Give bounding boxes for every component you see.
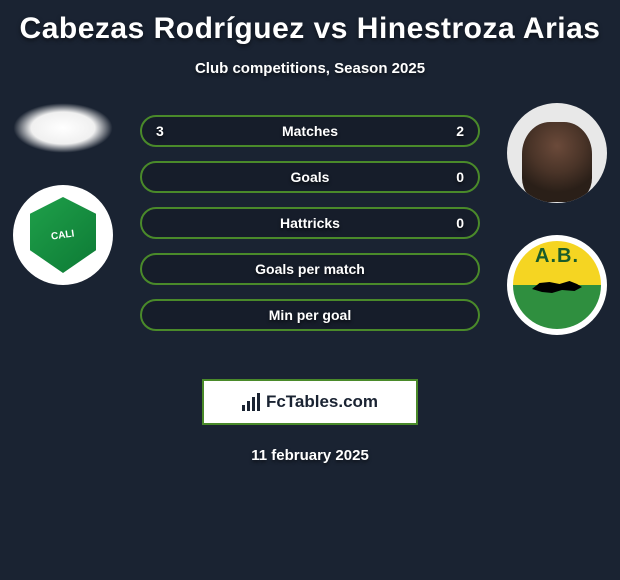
stat-row-goals: Goals 0 <box>140 161 480 193</box>
stat-right-value: 0 <box>446 215 464 231</box>
club-right-letters: A.B. <box>535 245 579 268</box>
comparison-area: CALI A.B. 3 Matches 2 Goals 0 Ha <box>0 115 620 355</box>
date-text: 11 february 2025 <box>0 447 620 464</box>
stat-label: Goals per match <box>255 261 365 277</box>
stat-row-goals-per-match: Goals per match <box>140 253 480 285</box>
player-right-avatar <box>507 103 607 203</box>
stat-row-matches: 3 Matches 2 <box>140 115 480 147</box>
stat-rows: 3 Matches 2 Goals 0 Hattricks 0 Goals pe… <box>140 115 480 331</box>
stat-row-min-per-goal: Min per goal <box>140 299 480 331</box>
player-left-club-badge: CALI <box>13 185 113 285</box>
brand-bars-icon <box>242 393 260 411</box>
stat-label: Goals <box>291 169 330 185</box>
stat-right-value: 0 <box>446 169 464 185</box>
stat-row-hattricks: Hattricks 0 <box>140 207 480 239</box>
brand-text: FcTables.com <box>266 392 378 412</box>
stat-right-value: 2 <box>446 123 464 139</box>
page-title: Cabezas Rodríguez vs Hinestroza Arias <box>0 12 620 46</box>
brand-box[interactable]: FcTables.com <box>202 379 418 425</box>
player-left-avatar <box>13 103 113 153</box>
player-left-column: CALI <box>8 103 118 285</box>
player-right-club-badge: A.B. <box>507 235 607 335</box>
club-right-panther-icon <box>532 277 582 297</box>
stat-label: Min per goal <box>269 307 351 323</box>
player-right-column: A.B. <box>502 103 612 335</box>
stat-left-value: 3 <box>156 123 174 139</box>
club-left-shield-text: CALI <box>51 228 76 242</box>
subtitle: Club competitions, Season 2025 <box>0 60 620 77</box>
comparison-card: Cabezas Rodríguez vs Hinestroza Arias Cl… <box>0 0 620 464</box>
stat-label: Matches <box>282 123 338 139</box>
stat-label: Hattricks <box>280 215 340 231</box>
